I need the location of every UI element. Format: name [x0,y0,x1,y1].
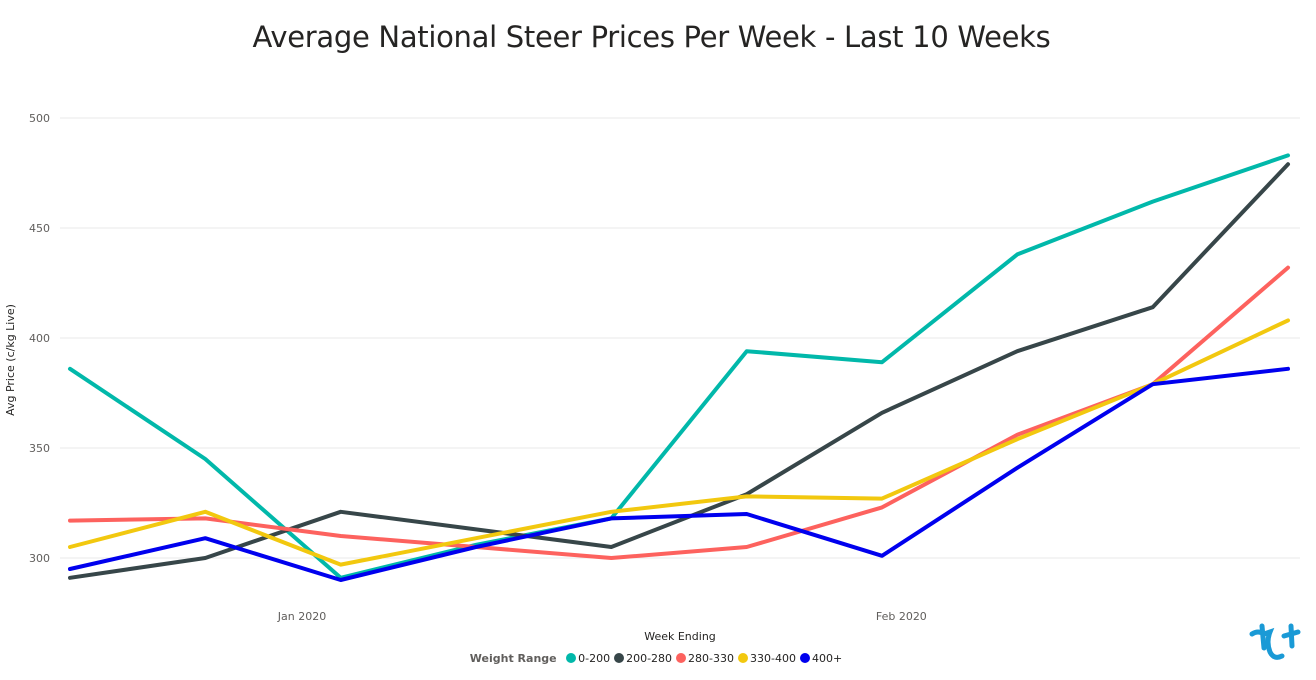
series-lines [68,153,1290,582]
x-axis-title: Week Ending [644,630,716,643]
legend-title: Weight Range [469,652,557,665]
y-tick-label: 400 [29,332,50,345]
legend-swatch [738,653,749,663]
chart-title: Average National Steer Prices Per Week -… [252,20,1051,54]
series-line-280-330 [68,265,1290,560]
legend-item[interactable]: 330-400 [738,652,796,665]
y-tick-label: 300 [29,552,50,565]
legend-label: 0-200 [578,652,611,665]
legend: Weight Range 0-200 200-280 280-330 330-400 4… [0,652,1316,665]
legend-item[interactable]: 280-330 [676,652,734,665]
y-axis-ticks: 300 350 400 450 500 [29,112,50,565]
legend-item[interactable]: 0-200 [566,652,610,665]
legend-label: 280-330 [688,652,735,665]
x-tick-label: Feb 2020 [876,610,927,623]
y-tick-label: 450 [29,222,50,235]
legend-swatch [676,653,687,663]
legend-item[interactable]: 400+ [799,652,843,665]
series-line-330-400 [68,318,1290,567]
y-tick-label: 350 [29,442,50,455]
legend-label: 400+ [811,652,843,665]
legend-swatch [799,653,810,663]
x-axis-ticks: Jan 2020 Feb 2020 [277,610,927,623]
legend-swatch [614,653,625,663]
series-line-200-280 [68,162,1290,580]
series-line-400+ [68,366,1290,582]
series-line-0-200 [68,153,1290,580]
legend-items: 0-200 200-280 280-330 330-400 400+ [566,652,846,665]
legend-label: 330-400 [750,652,796,665]
x-tick-label: Jan 2020 [277,610,326,623]
gridlines [60,117,1300,559]
brand-logo-icon [1249,623,1301,660]
legend-item[interactable]: 200-280 [614,652,672,665]
legend-swatch [566,653,577,663]
y-tick-label: 500 [29,112,50,125]
legend-label: 200-280 [626,652,673,665]
y-axis-title: Avg Price (c/kg Live) [4,304,17,416]
